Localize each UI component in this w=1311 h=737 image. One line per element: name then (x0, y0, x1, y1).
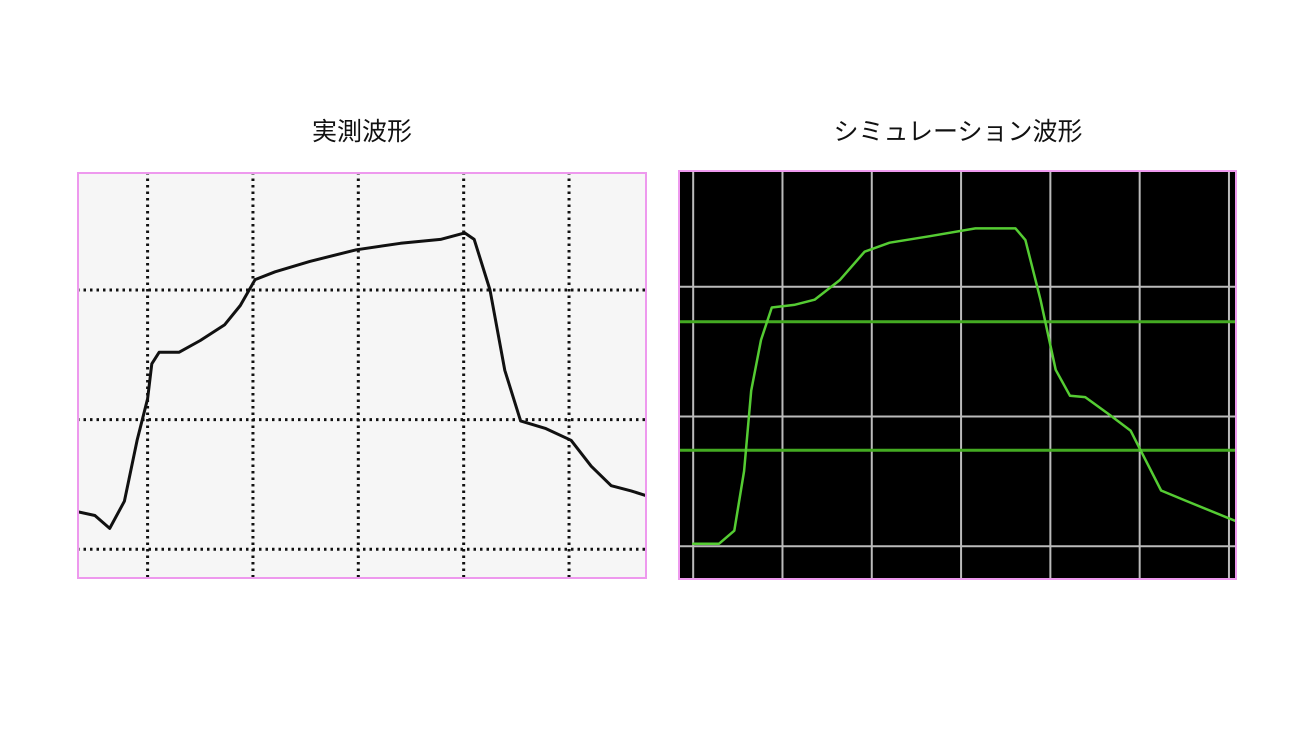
plot-border (77, 172, 647, 579)
simulation-waveform-chart (678, 170, 1237, 580)
measured-waveform-chart (77, 172, 647, 579)
waveform-line (77, 231, 647, 530)
measured-waveform-title: 実測波形 (311, 117, 412, 146)
simulation-waveform-title: シミュレーション波形 (833, 117, 1083, 146)
plot-border (678, 170, 1237, 580)
plot-background (77, 172, 647, 579)
waveform-line (691, 227, 1237, 545)
plot-background (678, 170, 1237, 580)
